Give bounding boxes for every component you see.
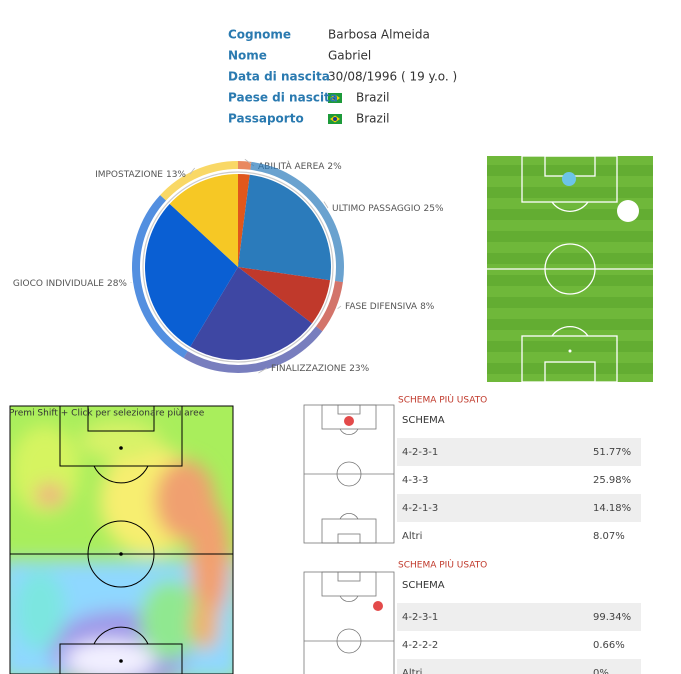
scheme-name: 4-3-3 bbox=[402, 475, 428, 486]
pie-label: FASE DIFENSIVA 8% bbox=[345, 302, 435, 312]
value-label: 28% bbox=[107, 279, 127, 289]
profile-value: Brazil bbox=[356, 91, 390, 105]
pie-ring bbox=[183, 326, 323, 374]
scheme-name: Altri bbox=[402, 668, 422, 674]
row-band bbox=[397, 494, 641, 522]
profile-label: Passaporto bbox=[228, 112, 304, 126]
row-band bbox=[397, 438, 641, 466]
flag bbox=[328, 114, 342, 124]
scheme-percent: 8.07% bbox=[593, 531, 625, 542]
leader-line bbox=[337, 305, 342, 310]
scheme-name: Altri bbox=[402, 531, 422, 542]
player-position bbox=[562, 172, 576, 186]
value-label: 13% bbox=[166, 170, 186, 180]
value-label: 8% bbox=[420, 302, 435, 312]
pie-slice bbox=[238, 174, 250, 267]
scheme-percent: 14.18% bbox=[593, 503, 631, 514]
category-label: GIOCO INDIVIDUALE bbox=[13, 279, 104, 289]
scheme-percent: 25.98% bbox=[593, 475, 631, 486]
scheme-header: SCHEMA bbox=[402, 580, 445, 591]
pie-slice bbox=[144, 203, 238, 347]
scheme-percent: 0.66% bbox=[593, 640, 625, 651]
category-label: FASE DIFENSIVA bbox=[345, 302, 418, 312]
pie-label: IMPOSTAZIONE 13% bbox=[95, 170, 186, 180]
category-label: ULTIMO PASSAGGIO bbox=[332, 204, 421, 214]
profile-label: Nome bbox=[228, 49, 267, 63]
scheme-percent: 0% bbox=[593, 668, 609, 674]
pie-label: ULTIMO PASSAGGIO 25% bbox=[332, 204, 444, 214]
pie-label: GIOCO INDIVIDUALE 28% bbox=[13, 279, 128, 289]
pie-ring bbox=[315, 280, 343, 332]
scheme-name: 4-2-1-3 bbox=[402, 503, 438, 514]
pie-slice bbox=[238, 174, 332, 281]
pie-outline bbox=[142, 171, 334, 363]
player-position bbox=[617, 200, 639, 222]
pie-ring bbox=[238, 161, 252, 170]
profile-value: Barbosa Almeida bbox=[328, 28, 430, 42]
value-label: 25% bbox=[424, 204, 444, 214]
profile-label: Paese di nascita bbox=[228, 91, 338, 105]
leader-line bbox=[189, 167, 196, 175]
player-position bbox=[344, 416, 354, 426]
pie-slice bbox=[190, 267, 313, 360]
scheme-title: SCHEMA PIÙ USATO bbox=[398, 559, 487, 571]
pie-ring bbox=[250, 161, 345, 283]
scheme-title: SCHEMA PIÙ USATO bbox=[398, 394, 487, 406]
pie-chart: ABILITÀ AEREA 2%ULTIMO PASSAGGIO 25%FASE D… bbox=[13, 158, 444, 374]
scheme-name: 4-2-3-1 bbox=[402, 612, 438, 623]
leader-line bbox=[258, 367, 268, 374]
pie-slice bbox=[169, 174, 238, 267]
scheme-pitch bbox=[303, 571, 395, 674]
scheme-percent: 99.34% bbox=[593, 612, 631, 623]
pie-slice bbox=[238, 267, 331, 324]
category-label: IMPOSTAZIONE bbox=[95, 170, 163, 180]
player-position bbox=[373, 601, 383, 611]
profile-value: 30/08/1996 ( 19 y.o. ) bbox=[328, 70, 457, 84]
value-label: 23% bbox=[349, 364, 369, 374]
scheme-name: 4-2-3-1 bbox=[402, 447, 438, 458]
category-label: FINALIZZAZIONE bbox=[271, 364, 347, 374]
profile-label: Cognome bbox=[228, 28, 291, 42]
pie-label: FINALIZZAZIONE 23% bbox=[271, 364, 370, 374]
scheme-tables: SCHEMA PIÙ USATO SCHEMA 4-2-3-1 51.77% 4-3-3… bbox=[397, 394, 641, 674]
heatmap-note: Premi Shift + Click per selezionare più … bbox=[9, 409, 205, 419]
row-band bbox=[397, 603, 641, 631]
pie-ring bbox=[132, 195, 188, 358]
profile: Cognome Barbosa Almeida Nome Gabriel Data di… bbox=[228, 28, 457, 126]
heatmap: Premi Shift + Click per selezionare più … bbox=[9, 405, 234, 674]
leader-line bbox=[323, 201, 329, 209]
scheme-percent: 51.77% bbox=[593, 447, 631, 458]
pie-ring bbox=[160, 161, 238, 201]
scheme-pitch bbox=[303, 404, 395, 544]
row-band bbox=[397, 659, 641, 674]
value-label: 2% bbox=[327, 162, 342, 172]
position-pitch bbox=[487, 155, 653, 383]
scheme-name: 4-2-2-2 bbox=[402, 640, 438, 651]
profile-value: Gabriel bbox=[328, 49, 371, 63]
profile-value: Brazil bbox=[356, 112, 390, 126]
profile-label: Data di nascita bbox=[228, 70, 330, 84]
flag bbox=[328, 93, 342, 103]
scheme-header: SCHEMA bbox=[402, 415, 445, 426]
